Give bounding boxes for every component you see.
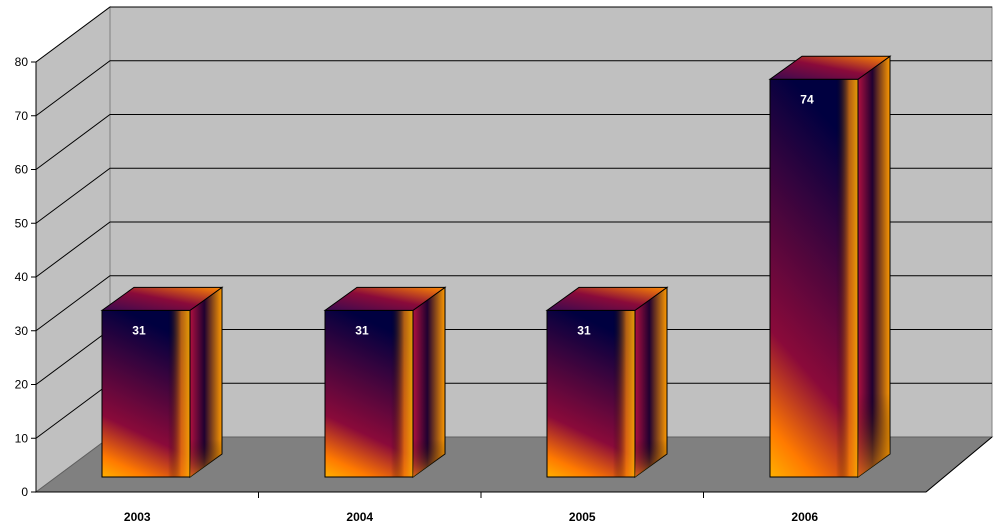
bar-side-shade xyxy=(190,287,222,477)
bar-side-shade xyxy=(858,56,890,477)
bar xyxy=(545,286,669,478)
bars xyxy=(100,55,892,478)
bar-top xyxy=(545,286,669,311)
y-tick-label: 10 xyxy=(15,431,29,445)
gridline xyxy=(35,167,992,224)
y-tick-label: 70 xyxy=(15,109,29,123)
bar-top xyxy=(323,286,447,311)
axes xyxy=(31,61,993,498)
gridline xyxy=(35,60,992,117)
y-tick-label: 50 xyxy=(15,216,29,230)
y-tick-label: 30 xyxy=(15,324,29,338)
x-tick-label: 2005 xyxy=(569,510,596,524)
data-label: 31 xyxy=(355,323,369,337)
y-tick-label: 60 xyxy=(15,163,29,177)
bar xyxy=(100,286,224,478)
floor-edge xyxy=(925,436,993,493)
y-tick-label: 20 xyxy=(15,378,29,392)
gridline xyxy=(35,114,992,170)
gridline xyxy=(35,6,992,63)
bar-front-shade xyxy=(546,309,636,478)
bar-front-shade xyxy=(324,309,414,478)
data-label: 31 xyxy=(132,323,146,337)
bar-side-shade xyxy=(413,287,445,477)
labels: 0 10 20 30 40 50 60 70 80 31 2003 31 2004 31 2005 74 200… xyxy=(15,55,819,524)
bar-side-shade xyxy=(635,287,667,477)
x-tick-label: 2004 xyxy=(346,510,373,524)
data-label: 74 xyxy=(800,92,814,106)
gridline xyxy=(35,275,992,332)
y-tick-label: 0 xyxy=(21,485,28,499)
bar-front-shade xyxy=(101,309,191,478)
bar xyxy=(323,286,447,478)
data-label: 31 xyxy=(577,323,591,337)
bar-front-shade xyxy=(769,78,859,478)
bar-top xyxy=(768,55,892,80)
y-tick-label: 40 xyxy=(15,270,29,284)
x-tick-label: 2006 xyxy=(791,510,818,524)
y-tick-label: 80 xyxy=(15,55,29,69)
x-tick-label: 2003 xyxy=(124,510,151,524)
bar-top xyxy=(100,286,224,311)
gridline xyxy=(35,221,992,278)
bar xyxy=(768,55,892,478)
